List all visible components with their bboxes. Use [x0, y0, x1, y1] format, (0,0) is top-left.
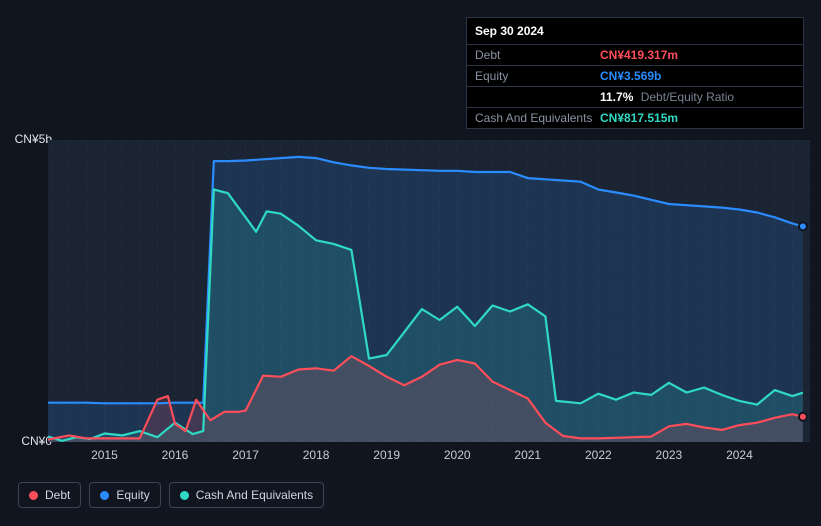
legend-label: Debt [45, 488, 70, 502]
x-tick-label: 2023 [656, 448, 683, 462]
chart: CN¥5bCN¥0 [18, 140, 810, 442]
series-end-marker-debt [799, 413, 807, 421]
plot-area[interactable] [48, 140, 810, 442]
tooltip-row-ratio: 11.7% Debt/Equity Ratio [467, 87, 803, 108]
x-tick-label: 2017 [232, 448, 259, 462]
tooltip-label: Equity [475, 70, 600, 82]
legend-swatch-icon [100, 491, 109, 500]
x-tick-label: 2019 [373, 448, 400, 462]
x-tick-label: 2024 [726, 448, 753, 462]
legend-swatch-icon [180, 491, 189, 500]
legend-item-cash[interactable]: Cash And Equivalents [169, 482, 324, 508]
tooltip-value: CN¥817.515m [600, 112, 678, 124]
legend: Debt Equity Cash And Equivalents [18, 482, 324, 508]
legend-label: Equity [116, 488, 149, 502]
tooltip-label [475, 91, 600, 103]
x-tick-label: 2021 [514, 448, 541, 462]
x-tick-label: 2018 [303, 448, 330, 462]
tooltip-label: Debt [475, 49, 600, 61]
tooltip-value: CN¥419.317m [600, 49, 678, 61]
legend-item-equity[interactable]: Equity [89, 482, 160, 508]
tooltip-value: 11.7% Debt/Equity Ratio [600, 91, 734, 103]
x-axis: 2015 2016 2017 2018 2019 2020 2021 2022 2023 2024 [48, 448, 810, 466]
x-tick-label: 2022 [585, 448, 612, 462]
tooltip-date: Sep 30 2024 [467, 18, 803, 45]
legend-item-debt[interactable]: Debt [18, 482, 81, 508]
chart-tooltip: Sep 30 2024 Debt CN¥419.317m Equity CN¥3… [466, 17, 804, 129]
legend-label: Cash And Equivalents [196, 488, 313, 502]
tooltip-row-debt: Debt CN¥419.317m [467, 45, 803, 66]
tooltip-row-cash: Cash And Equivalents CN¥817.515m [467, 108, 803, 128]
x-tick-label: 2020 [444, 448, 471, 462]
tooltip-row-equity: Equity CN¥3.569b [467, 66, 803, 87]
tooltip-value: CN¥3.569b [600, 70, 661, 82]
series-end-marker-equity [799, 222, 807, 230]
x-tick-label: 2015 [91, 448, 118, 462]
legend-swatch-icon [29, 491, 38, 500]
tooltip-label: Cash And Equivalents [475, 112, 600, 124]
y-tick-label: CN¥5b [15, 132, 52, 146]
x-tick-label: 2016 [162, 448, 189, 462]
